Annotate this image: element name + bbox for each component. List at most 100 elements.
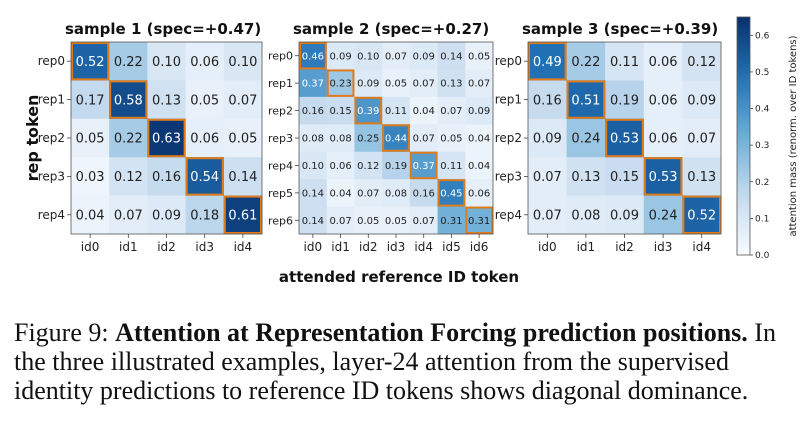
heatmap-cell (185, 157, 225, 196)
heatmap-cell (465, 124, 494, 153)
cell-value-label: 0.12 (114, 170, 143, 185)
heatmap-cell (605, 80, 645, 120)
heatmap-cell (437, 69, 466, 98)
cell-value-label: 0.49 (533, 55, 562, 70)
heatmap-cell (566, 157, 606, 196)
heatmap-cell (682, 157, 722, 196)
x-tick-label: id3 (195, 240, 214, 254)
cell-value-label: 0.18 (190, 208, 219, 223)
cell-value-label: 0.09 (468, 106, 490, 117)
highlight-box (437, 179, 466, 207)
y-axis-label: rep token (23, 95, 42, 182)
heatmap-cell (465, 206, 494, 235)
cell-value-label: 0.31 (468, 216, 490, 227)
heatmap-cell (71, 195, 110, 235)
heatmap-cell (109, 195, 148, 235)
heatmap-cell (223, 80, 263, 120)
heatmap-cell (326, 96, 355, 125)
cell-value-label: 0.11 (440, 161, 462, 172)
cell-value-label: 0.37 (413, 161, 435, 172)
heatmap-cell (409, 206, 438, 235)
highlight-box (223, 195, 263, 235)
heatmap-cell (299, 124, 328, 153)
heatmap-cell (382, 206, 411, 235)
cell-value-label: 0.09 (329, 51, 351, 62)
colorbar-tick-label: 0.1 (755, 214, 769, 224)
highlight-box (109, 80, 148, 119)
heatmap-panel-2: sample 2 (spec=+0.27) 0.46 0.09 0.10 0.07 0.0… (268, 20, 494, 254)
x-tick-label: id1 (331, 240, 350, 254)
heatmap-cell (682, 195, 722, 235)
heatmap-cell (437, 124, 466, 153)
cell-value-label: 0.07 (533, 170, 562, 185)
cell-value-label: 0.07 (329, 216, 351, 227)
heatmap-cell (682, 42, 722, 81)
cell-value-label: 0.07 (687, 132, 716, 147)
heatmap-cell (409, 179, 438, 207)
cell-value-label: 0.09 (610, 208, 639, 223)
heatmap-cell (437, 42, 466, 70)
cell-value-label: 0.08 (385, 188, 407, 199)
heatmap-cell (465, 179, 494, 207)
cell-value-label: 0.13 (687, 170, 716, 185)
highlight-box (605, 118, 644, 158)
y-tick-label: rep4 (495, 208, 522, 222)
heatmap-cell (299, 42, 328, 70)
highlight-box (382, 124, 410, 152)
caption-title: Attention at Representation Forcing pred… (115, 318, 748, 347)
cell-value-label: 0.52 (687, 208, 716, 223)
cell-value-label: 0.10 (357, 51, 379, 62)
y-tick-label: rep3 (268, 132, 293, 145)
heatmap-cell (643, 42, 683, 81)
heatmap-cell (71, 157, 110, 196)
panel-title: sample 2 (spec=+0.27) (293, 20, 489, 38)
heatmap-cell (528, 118, 567, 158)
highlight-box (147, 118, 186, 158)
heatmap-cell (185, 195, 225, 235)
cell-value-label: 0.13 (440, 79, 462, 90)
cell-value-label: 0.04 (468, 134, 490, 145)
cell-value-label: 0.19 (385, 161, 407, 172)
cell-value-label: 0.07 (228, 93, 257, 108)
cell-value-label: 0.03 (76, 170, 105, 185)
y-tick-label: rep2 (38, 131, 65, 145)
heatmap-cell (528, 80, 567, 120)
heatmap-cell (605, 195, 645, 235)
y-tick-label: rep1 (268, 77, 293, 90)
y-tick-label: rep1 (495, 93, 522, 107)
colorbar-gradient (736, 16, 751, 256)
heatmap-cell (605, 42, 645, 81)
highlight-box (71, 42, 110, 81)
highlight-box (409, 151, 438, 180)
heatmap-cell (409, 124, 438, 153)
highlight-box (354, 96, 383, 125)
cell-value-label: 0.07 (468, 79, 490, 90)
highlight-box (682, 195, 722, 235)
cell-value-label: 0.13 (571, 170, 600, 185)
y-tick-label: rep0 (495, 54, 522, 68)
y-tick-label: rep6 (268, 214, 293, 227)
heatmap-panel-1: sample 1 (spec=+0.47) 0.52 0.22 0.10 0.06 0.1… (38, 20, 263, 254)
cell-value-label: 0.51 (571, 93, 600, 108)
heatmap-cell (71, 42, 110, 81)
heatmap-cell (326, 179, 355, 207)
cell-value-label: 0.06 (649, 93, 678, 108)
attention-heatmap-figure: sample 1 (spec=+0.47) 0.52 0.22 0.10 0.06 0.1… (23, 16, 799, 286)
cell-value-label: 0.22 (114, 55, 143, 70)
heatmap-cell (223, 195, 263, 235)
x-tick-label: id6 (470, 240, 489, 254)
cell-value-label: 0.08 (302, 134, 324, 145)
cell-value-label: 0.04 (468, 161, 490, 172)
cell-value-label: 0.08 (329, 134, 351, 145)
x-tick-label: id2 (615, 240, 634, 254)
heatmap-cell (528, 157, 567, 196)
x-tick-label: id3 (654, 240, 673, 254)
y-tick-label: rep2 (268, 105, 293, 118)
heatmap-cell (382, 124, 411, 153)
highlight-box (185, 157, 224, 196)
cell-value-label: 0.22 (114, 132, 143, 147)
cell-value-label: 0.05 (357, 216, 379, 227)
cell-value-label: 0.11 (385, 106, 407, 117)
panel-title: sample 3 (spec=+0.39) (522, 20, 718, 38)
heatmap-cell (223, 118, 263, 158)
